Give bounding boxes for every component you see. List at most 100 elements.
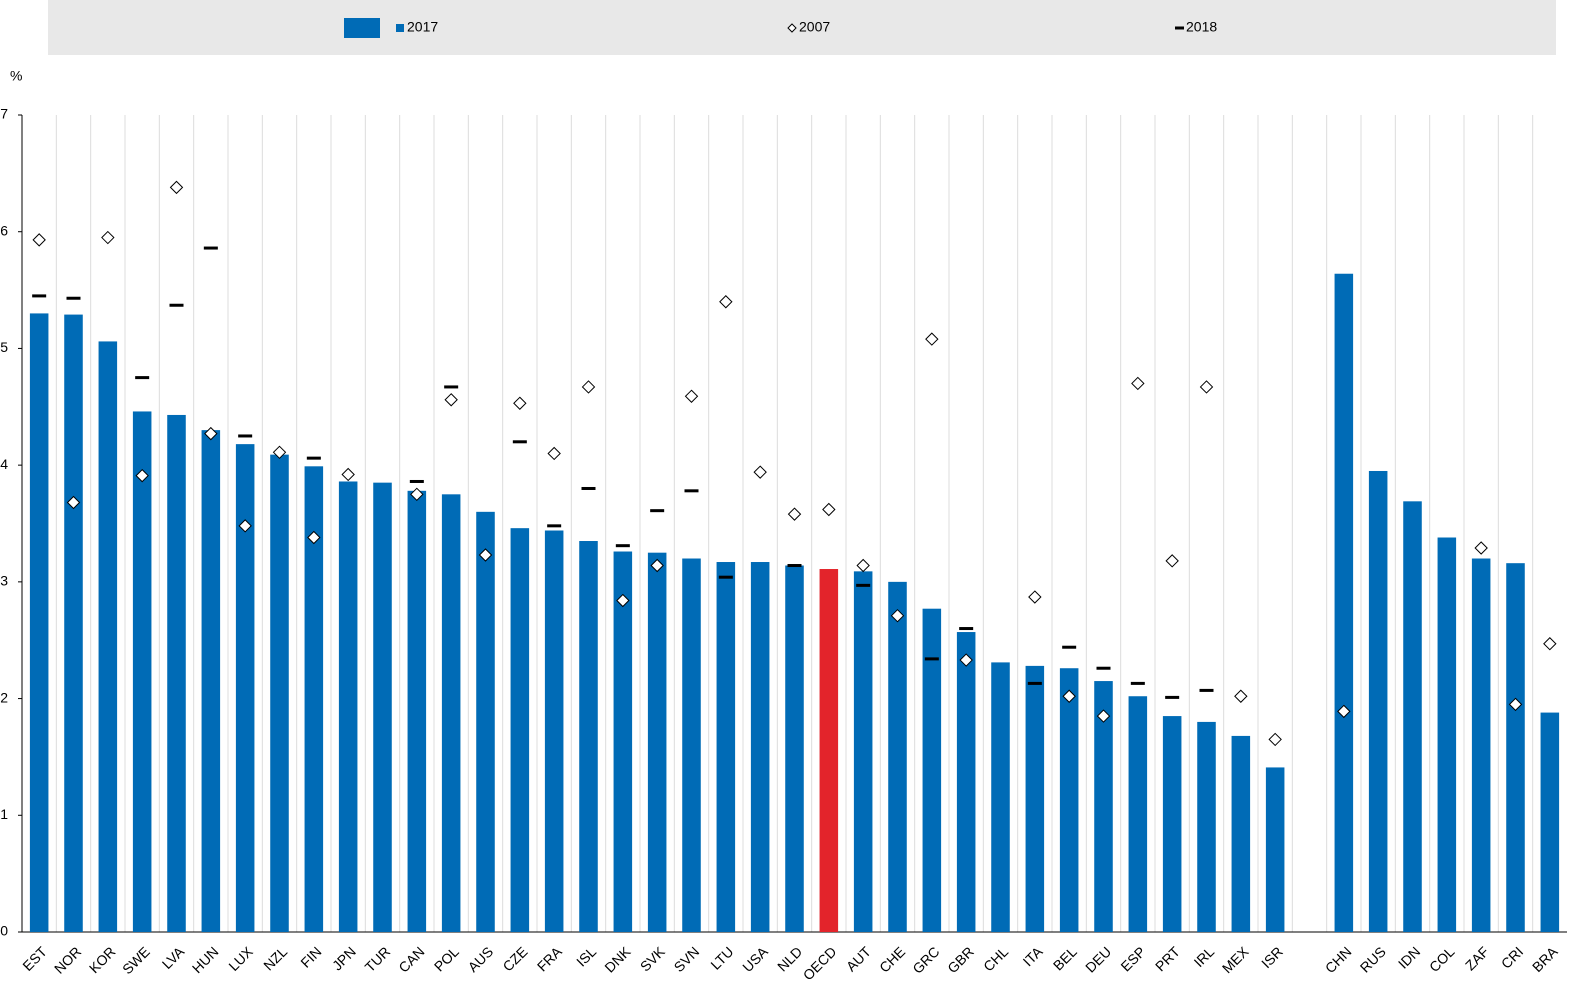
legend-swatch: [787, 23, 797, 33]
x-tick-label: MEX: [1219, 943, 1252, 976]
bar: [1025, 665, 1045, 932]
x-tick-label: IDN: [1395, 943, 1423, 971]
dash-marker: [135, 376, 150, 380]
bar: [544, 530, 564, 932]
diamond-marker: [1234, 689, 1248, 703]
x-tick-label: ESP: [1117, 943, 1148, 974]
x-tick-label: JPN: [329, 943, 359, 973]
bar: [64, 314, 83, 932]
y-tick-label: 4: [0, 456, 8, 472]
dash-marker: [1199, 688, 1214, 692]
diamond-marker: [959, 653, 973, 667]
x-tick-label: CHE: [876, 943, 908, 975]
dash-marker: [1027, 681, 1042, 685]
y-axis-label: %: [10, 68, 22, 84]
bar: [1231, 735, 1251, 932]
bar: [304, 466, 324, 932]
bar: [1506, 563, 1525, 932]
bar: [510, 528, 530, 932]
y-tick-label: 7: [0, 106, 8, 122]
x-tick-label: CHL: [980, 943, 1011, 974]
diamond-marker: [307, 530, 321, 545]
diamond-marker: [684, 389, 699, 403]
x-tick-label: NZL: [260, 943, 290, 973]
bar: [1437, 537, 1457, 932]
diamond-marker: [101, 230, 115, 245]
x-tick-label: BRA: [1529, 943, 1561, 975]
y-tick-label: 3: [0, 573, 8, 589]
bar: [1059, 668, 1079, 932]
diamond-marker: [1268, 732, 1282, 747]
x-tick-label: CRI: [1498, 943, 1526, 971]
x-tick-label: RUS: [1357, 943, 1389, 975]
legend-swatch: [1175, 26, 1184, 30]
bar: [1540, 712, 1560, 932]
diamond-marker: [444, 393, 458, 407]
x-tick-label: TUR: [362, 943, 394, 975]
x-tick-label: COL: [1426, 943, 1458, 975]
bar: [1471, 558, 1491, 932]
x-tick-label: GRC: [909, 943, 942, 976]
bar: [373, 482, 392, 932]
dash-marker: [718, 575, 733, 579]
x-tick-label: LUX: [225, 943, 256, 974]
diamond-marker: [1062, 689, 1076, 703]
x-tick-label: NOR: [51, 943, 84, 976]
x-tick-label: FIN: [297, 943, 324, 970]
legend-swatch: [344, 18, 380, 38]
dash-marker: [512, 440, 527, 444]
dash-marker: [238, 434, 253, 438]
bar: [235, 444, 255, 932]
dash-marker: [1062, 645, 1077, 649]
dash-marker: [787, 564, 802, 568]
diamond-marker: [66, 495, 81, 510]
x-tick-label: FRA: [534, 943, 566, 975]
diamond-marker: [616, 593, 630, 608]
x-tick-label: GBR: [944, 943, 977, 976]
bar: [613, 551, 633, 932]
diamond-marker: [478, 548, 493, 562]
x-tick-label: BEL: [1050, 943, 1080, 973]
dash-marker: [1165, 695, 1180, 699]
diamond-marker: [1474, 541, 1488, 555]
dash-marker: [444, 385, 459, 389]
diamond-marker: [1131, 376, 1145, 391]
dash-marker: [1130, 681, 1145, 685]
bar: [853, 571, 873, 932]
dash-marker: [203, 246, 218, 250]
x-tick-label: ISR: [1258, 943, 1286, 971]
bar: [1403, 501, 1422, 932]
bar: [785, 565, 804, 932]
bar: [922, 608, 942, 932]
x-tick-label: ITA: [1020, 943, 1046, 969]
y-tick-label: 1: [0, 806, 8, 822]
dash-marker: [409, 479, 424, 483]
legend-band: [48, 0, 1556, 55]
y-tick-label: 6: [0, 222, 8, 238]
x-tick-label: SWE: [119, 943, 153, 977]
x-tick-label: ZAF: [1462, 943, 1492, 973]
x-tick-label: EST: [19, 943, 50, 974]
x-tick-label: POL: [431, 943, 462, 974]
x-tick-label: CAN: [395, 943, 427, 975]
bar: [29, 313, 49, 932]
dash-marker: [66, 296, 81, 300]
bar: [1128, 696, 1148, 932]
dash-marker: [650, 509, 665, 513]
diamond-marker: [547, 446, 561, 461]
bar: [750, 562, 770, 932]
bar: [441, 494, 461, 932]
bar: [682, 558, 701, 932]
diamond-marker: [238, 519, 252, 533]
bar: [476, 511, 495, 932]
bar: [338, 481, 358, 932]
diamond-marker: [169, 180, 184, 195]
diamond-marker: [581, 380, 596, 394]
bar: [1094, 681, 1113, 932]
dash-marker: [856, 583, 871, 587]
diamond-marker: [513, 396, 527, 410]
bar: [201, 430, 221, 932]
bar: [407, 490, 427, 932]
diamond-marker: [1508, 697, 1523, 712]
legend-label: 2018: [1186, 19, 1217, 35]
